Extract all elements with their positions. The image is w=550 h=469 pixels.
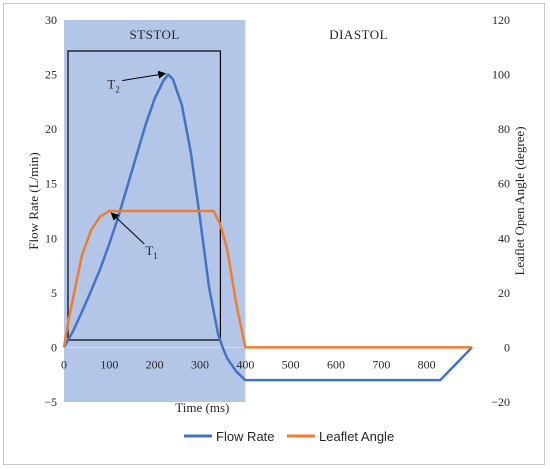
- left-y-tick-label: 0: [51, 340, 57, 354]
- x-tick-label: 800: [418, 357, 436, 371]
- annotation-t2-arrow: [122, 70, 167, 82]
- left-y-tick-labels: −5 0 5 10 15 20 25 30: [44, 13, 57, 409]
- x-tick-label: 300: [191, 357, 209, 371]
- leaflet-angle-line: [62, 209, 472, 349]
- x-tick-label: 600: [327, 357, 345, 371]
- annotation-t2-subscript: 2: [115, 85, 120, 95]
- x-tick-labels: 0 100 200 300 400 500 600 700 800: [61, 357, 436, 371]
- left-y-tick-label: 15: [45, 177, 57, 191]
- left-y-tick-label: 10: [45, 231, 57, 245]
- x-tick-label: 200: [146, 357, 164, 371]
- left-y-tick-label: −5: [44, 395, 57, 409]
- left-y-tick-label: 25: [45, 68, 57, 82]
- right-y-tick-label: 20: [498, 286, 510, 300]
- x-axis-title: Time (ms): [175, 400, 229, 415]
- right-y-tick-label: 40: [498, 231, 510, 245]
- left-y-tick-label: 30: [45, 13, 57, 27]
- x-tick-label: 0: [61, 357, 67, 371]
- diastole-phase-band: [245, 20, 472, 402]
- right-y-tick-labels: −20 0 20 40 60 80 100 120: [491, 13, 510, 409]
- right-y-axis-title: Leaflet Open Angle (degree): [512, 126, 527, 275]
- annotation-t1-subscript: 1: [153, 251, 158, 261]
- right-y-tick-label: 120: [492, 13, 510, 27]
- right-y-tick-label: −20: [491, 395, 510, 409]
- phase-label-diastole: DIASTOL: [329, 27, 388, 42]
- flow-rate-line: [62, 73, 473, 382]
- annotation-t1-arrow: [110, 212, 145, 245]
- x-tick-label: 700: [372, 357, 390, 371]
- legend: Flow Rate Leaflet Angle: [184, 429, 394, 444]
- left-y-tick-label: 20: [45, 122, 57, 136]
- x-tick-label: 100: [100, 357, 118, 371]
- right-y-tick-label: 80: [498, 122, 510, 136]
- phase-label-systole: STSTOL: [129, 27, 179, 42]
- x-tick-label: 500: [282, 357, 300, 371]
- right-y-tick-label: 60: [498, 177, 510, 191]
- legend-label-leaflet-angle: Leaflet Angle: [319, 429, 394, 444]
- left-y-tick-label: 5: [51, 286, 57, 300]
- systole-highlight-box: [67, 50, 221, 341]
- legend-label-flow-rate: Flow Rate: [216, 429, 275, 444]
- left-y-axis-title: Flow Rate (L/min): [26, 152, 41, 250]
- right-y-tick-label: 100: [492, 68, 510, 82]
- right-y-tick-label: 0: [504, 340, 510, 354]
- x-tick-label: 400: [236, 357, 254, 371]
